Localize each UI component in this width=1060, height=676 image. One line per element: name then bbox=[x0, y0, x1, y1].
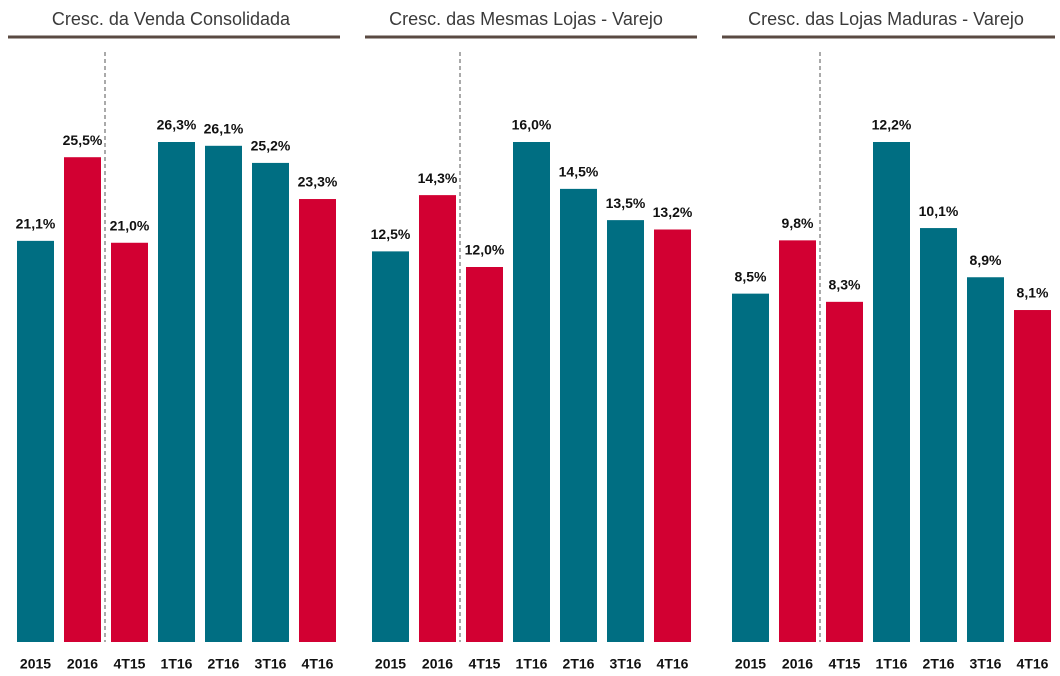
data-label: 26,1% bbox=[204, 121, 244, 137]
data-label: 13,5% bbox=[606, 195, 646, 211]
data-label: 25,2% bbox=[251, 138, 291, 154]
x-tick-label: 2T16 bbox=[923, 656, 955, 672]
bar bbox=[732, 293, 769, 642]
data-label: 16,0% bbox=[512, 117, 552, 133]
x-tick-label: 1T16 bbox=[876, 656, 908, 672]
bar bbox=[779, 240, 816, 642]
bar bbox=[873, 142, 910, 642]
bar bbox=[17, 240, 54, 642]
x-tick-label: 3T16 bbox=[610, 656, 642, 672]
bar bbox=[419, 195, 456, 642]
bar bbox=[560, 188, 597, 642]
x-tick-label: 4T15 bbox=[114, 656, 146, 672]
bar bbox=[205, 145, 242, 642]
bar bbox=[967, 277, 1004, 642]
data-label: 12,2% bbox=[872, 117, 912, 133]
data-label: 21,0% bbox=[110, 217, 150, 233]
data-label: 13,2% bbox=[653, 204, 693, 220]
chart-title: Cresc. das Mesmas Lojas - Varejo bbox=[389, 9, 663, 29]
x-tick-label: 2015 bbox=[20, 656, 51, 672]
x-tick-label: 2015 bbox=[375, 656, 406, 672]
data-label: 21,1% bbox=[16, 216, 56, 232]
bar bbox=[920, 228, 957, 643]
x-tick-label: 2016 bbox=[67, 656, 98, 672]
x-tick-label: 3T16 bbox=[970, 656, 1002, 672]
data-label: 25,5% bbox=[63, 132, 103, 148]
x-tick-label: 4T16 bbox=[657, 656, 689, 672]
data-label: 12,0% bbox=[465, 242, 505, 258]
bar bbox=[299, 199, 336, 642]
data-label: 12,5% bbox=[371, 226, 411, 242]
bar bbox=[466, 267, 503, 642]
bar bbox=[826, 301, 863, 642]
x-tick-label: 3T16 bbox=[255, 656, 287, 672]
chart-title: Cresc. da Venda Consolidada bbox=[52, 9, 291, 29]
chart-title: Cresc. das Lojas Maduras - Varejo bbox=[748, 9, 1024, 29]
x-tick-label: 2016 bbox=[782, 656, 813, 672]
data-label: 8,1% bbox=[1017, 285, 1049, 301]
x-tick-label: 2T16 bbox=[563, 656, 595, 672]
x-tick-label: 2016 bbox=[422, 656, 453, 672]
x-tick-label: 2015 bbox=[735, 656, 766, 672]
bar bbox=[111, 242, 148, 643]
data-label: 9,8% bbox=[782, 215, 814, 231]
bar bbox=[252, 162, 289, 643]
data-label: 23,3% bbox=[298, 174, 338, 190]
bar bbox=[654, 229, 691, 642]
x-tick-label: 4T15 bbox=[829, 656, 861, 672]
data-label: 14,3% bbox=[418, 170, 458, 186]
x-tick-label: 4T15 bbox=[469, 656, 501, 672]
x-tick-label: 2T16 bbox=[208, 656, 240, 672]
x-tick-label: 1T16 bbox=[161, 656, 193, 672]
bar bbox=[158, 142, 195, 642]
bar bbox=[513, 142, 550, 642]
bar bbox=[64, 157, 101, 643]
bar bbox=[1014, 310, 1051, 642]
x-tick-label: 1T16 bbox=[516, 656, 548, 672]
bar bbox=[607, 220, 644, 642]
bar bbox=[372, 251, 409, 642]
x-tick-label: 4T16 bbox=[1017, 656, 1049, 672]
data-label: 14,5% bbox=[559, 164, 599, 180]
data-label: 26,3% bbox=[157, 117, 197, 133]
data-label: 10,1% bbox=[919, 203, 959, 219]
data-label: 8,9% bbox=[970, 252, 1002, 268]
data-label: 8,5% bbox=[735, 268, 767, 284]
x-tick-label: 4T16 bbox=[302, 656, 334, 672]
data-label: 8,3% bbox=[829, 277, 861, 293]
